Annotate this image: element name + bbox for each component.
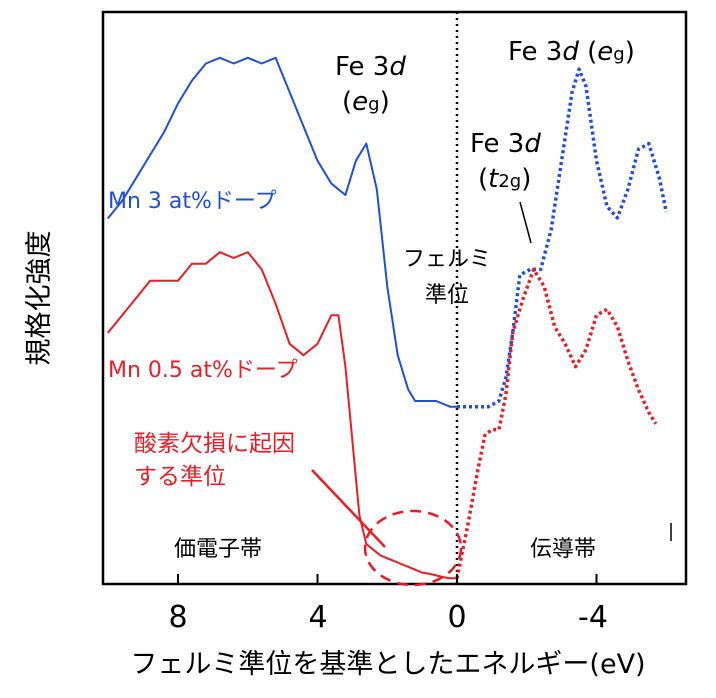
plot-frame bbox=[101, 10, 688, 586]
series-line-3 bbox=[455, 267, 658, 579]
defect-pointer-line bbox=[311, 469, 386, 548]
series-line-2 bbox=[107, 251, 458, 580]
t2g-leader-line bbox=[519, 201, 532, 244]
annotation-fe3d-eg-conduction: Fe 3d (eg) bbox=[508, 37, 635, 67]
series-label-mn05: Mn 0.5 at%ドープ bbox=[108, 358, 298, 383]
defect-highlight-circle bbox=[363, 509, 463, 587]
x-axis-label: フェルミ準位を基準としたエネルギー(eV) bbox=[130, 649, 645, 680]
annotation-valence-band: 価電子帯 bbox=[174, 537, 262, 562]
y-axis-label: 規格化強度 bbox=[24, 231, 55, 366]
series-line-1 bbox=[457, 67, 669, 409]
annotation-fe3d-eg-valence: Fe 3d bbox=[335, 52, 406, 82]
annotation-fe3d-eg-valence-sub: (eg) bbox=[342, 87, 390, 117]
annotation-fe3d-t2g: Fe 3d bbox=[470, 129, 541, 159]
annotation-fe3d-t2g-sub: (t2g) bbox=[478, 164, 531, 194]
annotation-oxygen-defect-line2: する準位 bbox=[134, 464, 226, 490]
series-line-0 bbox=[107, 56, 458, 408]
x-tick-label-4: 4 bbox=[308, 600, 327, 635]
x-tick-label-0: 0 bbox=[447, 600, 466, 635]
annotation-fermi-level-line1: フェルミ bbox=[403, 247, 491, 272]
annotation-conduction-band: 伝導帯 bbox=[530, 537, 596, 562]
annotation-fermi-level-line2: 準位 bbox=[425, 283, 469, 308]
x-tick-layer bbox=[177, 574, 598, 584]
x-tick-label-neg4: -4 bbox=[578, 600, 608, 635]
x-tick-label-8: 8 bbox=[168, 600, 187, 635]
annotation-oxygen-defect-line1: 酸素欠損に起因 bbox=[134, 431, 295, 457]
series-layer bbox=[107, 56, 669, 580]
series-label-mn3: Mn 3 at%ドープ bbox=[108, 189, 277, 214]
